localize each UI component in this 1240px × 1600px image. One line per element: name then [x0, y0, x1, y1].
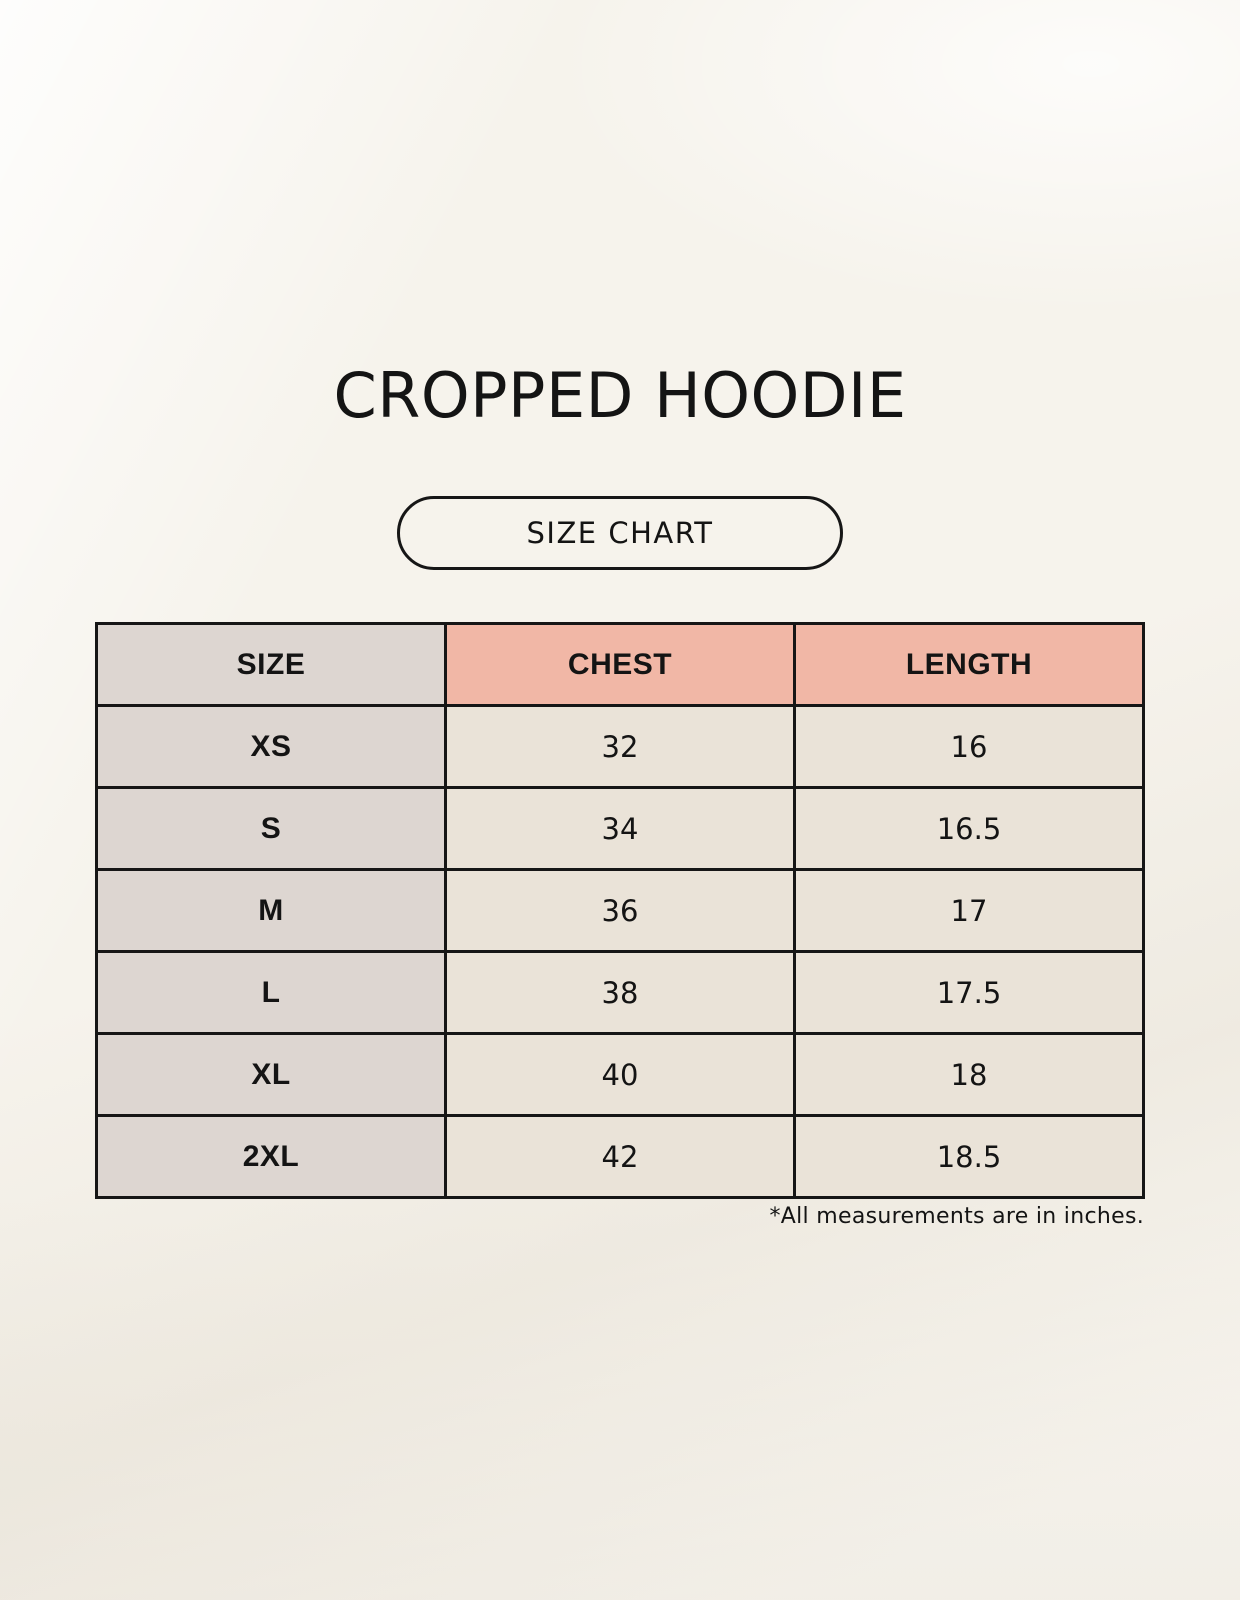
size-chart-button-label: SIZE CHART — [526, 516, 714, 550]
chest-cell: 36 — [444, 868, 796, 953]
column-header-size: SIZE — [95, 622, 447, 707]
size-cell: 2XL — [95, 1114, 447, 1199]
size-cell: XL — [95, 1032, 447, 1117]
size-cell: L — [95, 950, 447, 1035]
length-cell: 16 — [793, 704, 1145, 789]
chest-cell: 42 — [444, 1114, 796, 1199]
size-cell: XS — [95, 704, 447, 789]
table-row: XL 40 18 — [95, 1032, 1145, 1117]
header-row: SIZE CHEST LENGTH — [95, 622, 1145, 707]
length-cell: 17 — [793, 868, 1145, 953]
length-cell: 16.5 — [793, 786, 1145, 871]
column-header-length: LENGTH — [793, 622, 1145, 707]
measurements-footnote: *All measurements are in inches. — [769, 1204, 1144, 1229]
chest-cell: 40 — [444, 1032, 796, 1117]
size-cell: M — [95, 868, 447, 953]
chest-cell: 38 — [444, 950, 796, 1035]
chest-cell: 32 — [444, 704, 796, 789]
product-title: CROPPED HOODIE — [333, 359, 907, 432]
size-table-container: SIZE CHEST LENGTH XS 32 16 S 34 16.5 M 36 17 L 38 1… — [95, 622, 1145, 1199]
length-cell: 18.5 — [793, 1114, 1145, 1199]
length-cell: 17.5 — [793, 950, 1145, 1035]
size-table: SIZE CHEST LENGTH XS 32 16 S 34 16.5 M 36 17 L 38 1… — [95, 622, 1145, 1199]
table-row: XS 32 16 — [95, 704, 1145, 789]
table-row: 2XL 42 18.5 — [95, 1114, 1145, 1199]
length-cell: 18 — [793, 1032, 1145, 1117]
size-chart-button[interactable]: SIZE CHART — [397, 496, 843, 570]
column-header-chest: CHEST — [444, 622, 796, 707]
size-table-body: XS 32 16 S 34 16.5 M 36 17 L 38 17.5 XL 40 18 2XL 42 18.5 — [95, 704, 1145, 1199]
size-table-header: SIZE CHEST LENGTH — [95, 622, 1145, 707]
table-row: L 38 17.5 — [95, 950, 1145, 1035]
size-cell: S — [95, 786, 447, 871]
table-row: M 36 17 — [95, 868, 1145, 953]
table-row: S 34 16.5 — [95, 786, 1145, 871]
chest-cell: 34 — [444, 786, 796, 871]
